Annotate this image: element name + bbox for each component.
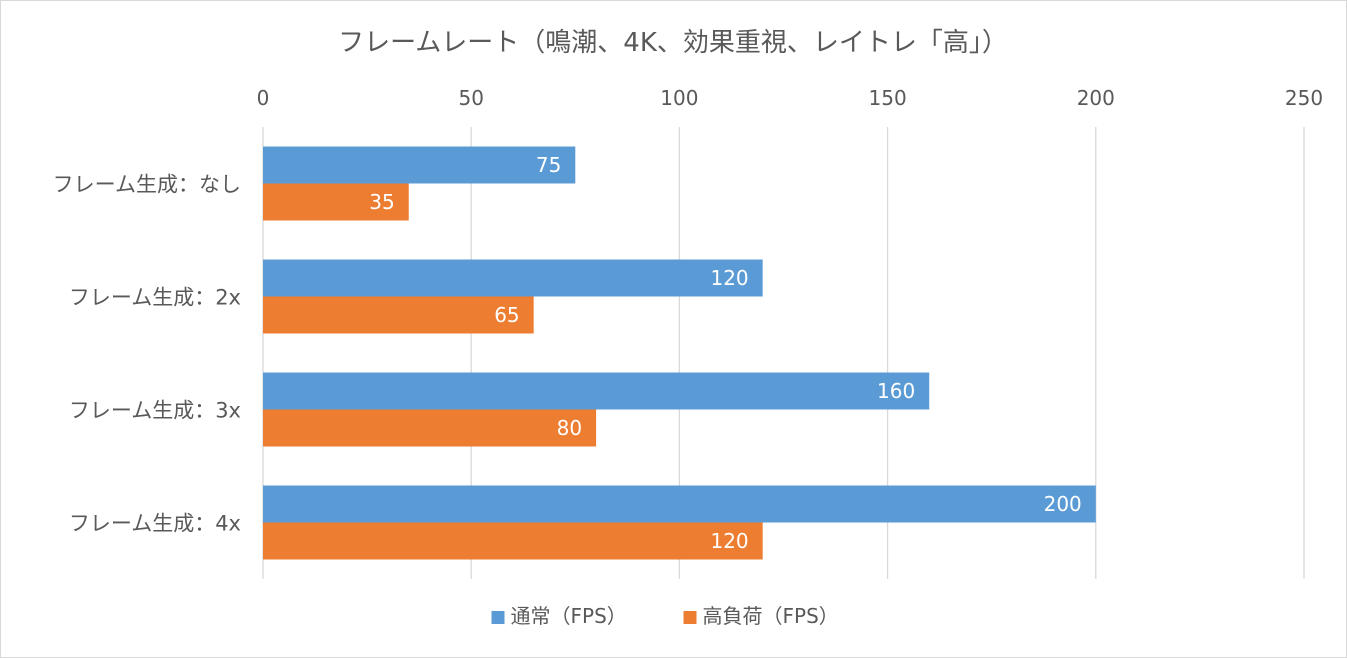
data-label: 160 bbox=[877, 379, 915, 403]
data-label: 65 bbox=[494, 303, 519, 327]
x-tick-label: 250 bbox=[1285, 86, 1323, 110]
bar bbox=[263, 409, 597, 447]
bar bbox=[263, 522, 763, 560]
x-tick-label: 0 bbox=[257, 86, 270, 110]
legend-swatch bbox=[491, 611, 505, 624]
category-label: フレーム生成：3x bbox=[69, 399, 241, 423]
x-tick-label: 50 bbox=[458, 86, 483, 110]
data-label: 200 bbox=[1044, 492, 1082, 516]
bar bbox=[263, 183, 409, 221]
legend-label: 通常（FPS） bbox=[511, 604, 627, 628]
bar bbox=[263, 146, 576, 184]
x-tick-label: 200 bbox=[1077, 86, 1115, 110]
data-label: 120 bbox=[710, 529, 748, 553]
category-label: フレーム生成：なし bbox=[53, 173, 241, 197]
x-tick-label: 100 bbox=[660, 86, 698, 110]
legend-swatch bbox=[683, 611, 697, 624]
bars: 75 35 120 65 160 80 200 120 bbox=[263, 146, 1096, 560]
bar bbox=[263, 296, 534, 334]
chart-title: フレームレート（鳴潮、4K、効果重視、レイトレ「高」） bbox=[338, 28, 1008, 58]
data-label: 120 bbox=[710, 266, 748, 290]
bar bbox=[263, 259, 763, 297]
legend-label: 高負荷（FPS） bbox=[703, 604, 839, 628]
data-label: 35 bbox=[369, 190, 394, 214]
data-label: 75 bbox=[536, 153, 561, 177]
bar bbox=[263, 372, 930, 410]
bar bbox=[263, 485, 1096, 523]
data-label: 80 bbox=[557, 416, 582, 440]
x-tick-label: 150 bbox=[869, 86, 907, 110]
category-label: フレーム生成：4x bbox=[69, 512, 241, 536]
legend: 通常（FPS） 高負荷（FPS） bbox=[491, 604, 839, 628]
category-label: フレーム生成：2x bbox=[69, 286, 241, 310]
x-axis-ticks: 0 50 100 150 200 250 bbox=[257, 86, 1323, 110]
